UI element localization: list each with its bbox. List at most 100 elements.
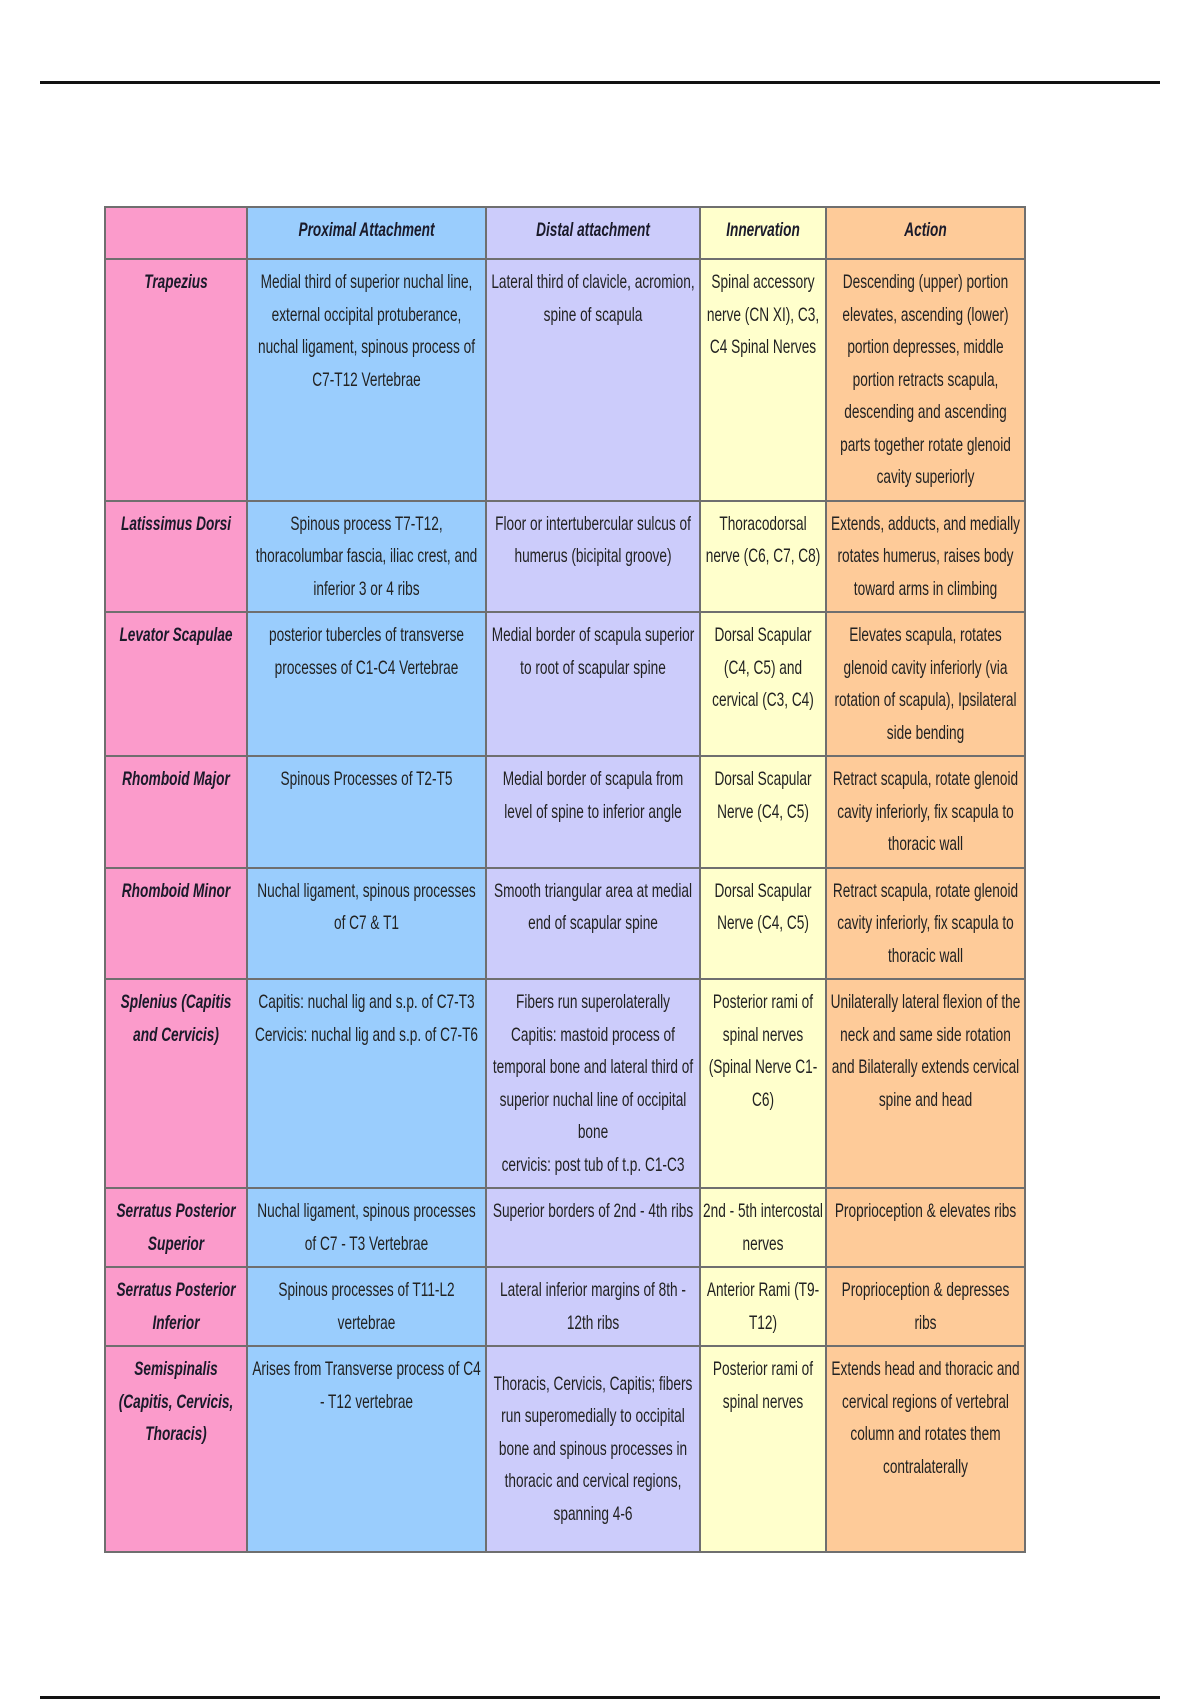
header-cell: Proximal Attachment [246,206,487,260]
innervation-cell: Posterior rami of spinal nerves (Spinal … [699,978,827,1189]
muscle-table: Proximal Attachment Distal attachment Inne… [104,206,1026,1553]
table-row: Semispinalis (Capitis, Cervicis, Thoraci… [104,1345,1026,1553]
innervation: Dorsal Scapular Nerve (C4, C5) [714,879,812,935]
distal-attachment: Medial border of scapula superior to roo… [491,624,695,679]
muscle-name: Trapezius [144,271,208,293]
proximal-attachment: Nuchal ligament, spinous processes of C7… [257,879,476,935]
innervation-cell: Anterior Rami (T9-T12) [699,1266,827,1347]
distal-attachment: Fibers run superolaterally Capitis: mast… [492,991,694,1176]
distal-attachment-cell: Thoracis, Cervicis, Capitis; fibers run … [485,1345,701,1553]
bottom-divider [40,1696,1160,1699]
header-label: Distal attachment [536,219,650,241]
action-cell: Unilaterally lateral flexion of the neck… [825,978,1026,1189]
innervation: Dorsal Scapular (C4, C5) and cervical (C… [712,624,814,711]
innervation-cell: Spinal accessory nerve (CN XI), C3, C4 S… [699,258,827,502]
distal-attachment: Thoracis, Cervicis, Capitis; fibers run … [493,1372,693,1525]
muscle-name-cell: Rhomboid Major [104,755,248,869]
proximal-attachment-cell: Nuchal ligament, spinous processes of C7… [246,866,487,980]
header-cell [104,206,248,260]
proximal-attachment: Medial third of superior nuchal line, ex… [257,271,476,391]
proximal-attachment-cell: Medial third of superior nuchal line, ex… [246,258,487,502]
innervation-cell: Posterior rami of spinal nerves [699,1345,827,1553]
distal-attachment-cell: Fibers run superolaterally Capitis: mast… [485,978,701,1189]
proximal-attachment-cell: posterior tubercles of transverse proces… [246,611,487,757]
proximal-attachment: Spinous processes of T11-L2 vertebrae [278,1279,455,1334]
innervation: Posterior rami of spinal nerves [712,1358,814,1413]
action: Retract scapula, rotate glenoid cavity i… [832,879,1019,967]
muscle-name-cell: Semispinalis (Capitis, Cervicis, Thoraci… [104,1345,248,1553]
muscle-name-cell: Latissimus Dorsi [104,499,248,613]
header-label: Innervation [726,219,800,241]
muscle-name: Serratus Posterior Superior [116,1200,236,1255]
distal-attachment-cell: Lateral inferior margins of 8th - 12th r… [485,1266,701,1347]
proximal-attachment-cell: Capitis: nuchal lig and s.p. of C7-T3 Ce… [246,978,487,1189]
action: Retract scapula, rotate glenoid cavity i… [832,768,1019,855]
proximal-attachment: posterior tubercles of transverse proces… [269,624,464,679]
innervation: 2nd - 5th intercostal nerves [703,1200,823,1255]
distal-attachment-cell: Floor or intertubercular sulcus of humer… [485,499,701,613]
action: Proprioception & elevates ribs [834,1200,1017,1222]
action-cell: Extends head and thoracic and cervical r… [825,1345,1026,1553]
header-cell: Action [825,206,1026,260]
innervation: Spinal accessory nerve (CN XI), C3, C4 S… [706,271,820,358]
innervation-cell: Dorsal Scapular (C4, C5) and cervical (C… [699,611,827,757]
table-row: Levator Scapulae posterior tubercles of t… [104,611,1026,757]
action-cell: Descending (upper) portion elevates, asc… [825,258,1026,502]
muscle-name: Rhomboid Minor [121,879,231,902]
distal-attachment: Floor or intertubercular sulcus of humer… [495,512,691,568]
table-row: Serratus Posterior Inferior Spinous proce… [104,1266,1026,1347]
distal-attachment: Smooth triangular area at medial end of … [493,879,693,935]
muscle-name: Semispinalis (Capitis, Cervicis, Thoraci… [118,1358,234,1445]
action-cell: Proprioception & elevates ribs [825,1187,1026,1268]
proximal-attachment: Arises from Transverse process of C4 - T… [252,1358,481,1413]
muscle-name-cell: Serratus Posterior Inferior [104,1266,248,1347]
innervation-cell: 2nd - 5th intercostal nerves [699,1187,827,1268]
innervation-cell: Dorsal Scapular Nerve (C4, C5) [699,755,827,869]
header-label: Action [904,219,947,241]
muscle-name-cell: Levator Scapulae [104,611,248,757]
muscle-name: Splenius (Capitis and Cervicis) [120,991,232,1046]
distal-attachment-cell: Lateral third of clavicle, acromion, spi… [485,258,701,502]
proximal-attachment: Spinous process T7-T12, thoracolumbar fa… [255,512,478,600]
table-row: Rhomboid Major Spinous Processes of T2-T5… [104,755,1026,869]
proximal-attachment-cell: Spinous process T7-T12, thoracolumbar fa… [246,499,487,613]
action: Proprioception & depresses ribs [841,1279,1010,1334]
action: Descending (upper) portion elevates, asc… [840,271,1011,488]
proximal-attachment: Spinous Processes of T2-T5 [280,768,453,790]
innervation: Thoracodorsal nerve (C6, C7, C8) [705,512,821,568]
muscle-name-cell: Serratus Posterior Superior [104,1187,248,1268]
innervation: Posterior rami of spinal nerves (Spinal … [708,991,818,1111]
action-cell: Elevates scapula, rotates glenoid cavity… [825,611,1026,757]
muscle-name: Latissimus Dorsi [120,512,231,535]
proximal-attachment: Capitis: nuchal lig and s.p. of C7-T3 Ce… [254,991,479,1046]
proximal-attachment-cell: Spinous Processes of T2-T5 [246,755,487,869]
muscle-name-cell: Rhomboid Minor [104,866,248,980]
distal-attachment-cell: Medial border of scapula superior to roo… [485,611,701,757]
distal-attachment: Superior borders of 2nd - 4th ribs [492,1200,694,1222]
table-row: Trapezius Medial third of superior nuchal… [104,258,1026,502]
action: Unilaterally lateral flexion of the neck… [830,991,1021,1111]
muscle-name-cell: Splenius (Capitis and Cervicis) [104,978,248,1189]
innervation: Dorsal Scapular Nerve (C4, C5) [714,768,812,823]
header-cell: Innervation [699,206,827,260]
action: Elevates scapula, rotates glenoid cavity… [834,624,1017,744]
innervation-cell: Dorsal Scapular Nerve (C4, C5) [699,866,827,980]
top-divider [40,81,1160,84]
distal-attachment: Medial border of scapula from level of s… [502,768,684,823]
distal-attachment-cell: Smooth triangular area at medial end of … [485,866,701,980]
table-row: Latissimus Dorsi Spinous process T7-T12, … [104,499,1026,613]
proximal-attachment-cell: Nuchal ligament, spinous processes of C7… [246,1187,487,1268]
table-row: Serratus Posterior Superior Nuchal ligame… [104,1187,1026,1268]
action-cell: Retract scapula, rotate glenoid cavity i… [825,755,1026,869]
muscle-name-cell: Trapezius [104,258,248,502]
action-cell: Extends, adducts, and medially rotates h… [825,499,1026,613]
innervation-cell: Thoracodorsal nerve (C6, C7, C8) [699,499,827,613]
action: Extends, adducts, and medially rotates h… [831,512,1020,600]
header-cell: Distal attachment [485,206,701,260]
muscle-name: Serratus Posterior Inferior [116,1279,236,1334]
table-row: Rhomboid Minor Nuchal ligament, spinous p… [104,866,1026,980]
distal-attachment-cell: Superior borders of 2nd - 4th ribs [485,1187,701,1268]
distal-attachment: Lateral third of clavicle, acromion, spi… [491,271,695,326]
action-cell: Retract scapula, rotate glenoid cavity i… [825,866,1026,980]
distal-attachment-cell: Medial border of scapula from level of s… [485,755,701,869]
